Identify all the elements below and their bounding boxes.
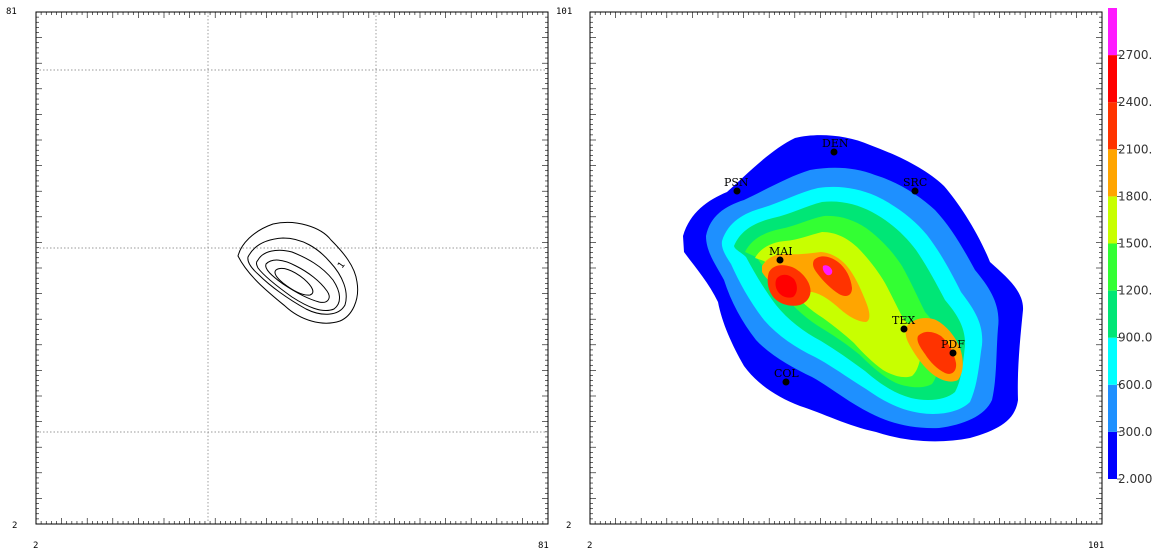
contour-line-3	[256, 249, 340, 311]
colorbar-label: 1500.	[1118, 237, 1152, 251]
elevation-band-2100-east	[917, 331, 957, 374]
colorbar-segment	[1108, 149, 1117, 197]
left-x-max-label: 81	[538, 541, 549, 551]
contour-line-1	[237, 222, 359, 324]
right-x-max-label: 101	[1088, 541, 1104, 551]
left-plot-frame	[35, 11, 549, 525]
left-grid	[36, 12, 548, 524]
site-tex-label: TEX	[892, 314, 915, 327]
colorbar-segment	[1108, 337, 1117, 385]
colorbar-label: 2.000	[1118, 472, 1152, 486]
site-den-marker	[830, 148, 838, 156]
right-panel: DEN PSN SRC MAI TEX PDF	[556, 7, 1104, 551]
site-pdf-label: PDF	[941, 338, 965, 351]
left-panel: 1 81 2 2 81	[6, 7, 549, 551]
site-col: COL	[774, 367, 799, 386]
elevation-band-2400	[775, 274, 797, 298]
colorbar-segment	[1108, 196, 1117, 244]
colorbar-label: 2700.	[1118, 48, 1152, 62]
colorbar-label: 900.0	[1118, 331, 1152, 345]
site-mai: MAI	[769, 245, 793, 264]
left-x-min-label: 2	[33, 541, 38, 551]
elevation-heatmap	[683, 135, 1024, 442]
site-tex: TEX	[892, 314, 915, 333]
left-tick-marks	[35, 11, 549, 525]
right-x-min-label: 2	[587, 541, 592, 551]
site-den-label: DEN	[822, 137, 849, 150]
site-mai-marker	[776, 256, 784, 264]
right-y-max-label: 101	[556, 7, 572, 17]
site-markers: DEN PSN SRC MAI TEX PDF	[724, 137, 965, 386]
colorbar-label: 2100.	[1118, 142, 1152, 156]
site-psn: PSN	[724, 176, 749, 195]
elevation-band-2700	[822, 265, 833, 276]
colorbar-label: 2400.	[1118, 95, 1152, 109]
colorbar-segment	[1108, 384, 1117, 432]
site-src: SRC	[903, 176, 927, 195]
site-tex-marker	[900, 325, 908, 333]
contour-line-4	[265, 259, 330, 303]
contour-annotation: 1	[336, 261, 347, 271]
elevation-band-2100-central	[813, 256, 852, 296]
colorbar-label: 600.0	[1118, 378, 1152, 392]
site-col-label: COL	[774, 367, 799, 380]
site-psn-label: PSN	[724, 176, 749, 189]
site-src-label: SRC	[903, 176, 927, 189]
site-pdf-marker	[949, 349, 957, 357]
site-den: DEN	[822, 137, 849, 156]
colorbar-segment	[1108, 102, 1117, 150]
colorbar-label: 1200.	[1118, 284, 1152, 298]
right-tick-marks	[589, 11, 1103, 525]
right-y-min-label: 2	[566, 521, 571, 531]
site-src-marker	[911, 187, 919, 195]
colorbar-segment	[1108, 243, 1117, 291]
site-mai-label: MAI	[769, 245, 793, 258]
colorbar-segment	[1108, 431, 1117, 479]
contour-line-5	[274, 267, 314, 296]
terrain-contour-lines	[237, 222, 359, 324]
site-pdf: PDF	[941, 338, 965, 357]
left-y-min-label: 2	[12, 521, 17, 531]
site-psn-marker	[733, 187, 741, 195]
colorbar-label: 300.0	[1118, 425, 1152, 439]
contour-line-2	[247, 237, 347, 315]
colorbar-segment	[1108, 55, 1117, 103]
site-col-marker	[782, 378, 790, 386]
colorbar-segment	[1108, 290, 1117, 338]
colorbar-label: 1800.	[1118, 189, 1152, 203]
left-y-max-label: 81	[6, 7, 17, 17]
colorbar: 2.000 300.0 600.0 900.0 1200. 1500. 1800. 2100.…	[1108, 8, 1152, 486]
colorbar-segment	[1108, 8, 1117, 56]
